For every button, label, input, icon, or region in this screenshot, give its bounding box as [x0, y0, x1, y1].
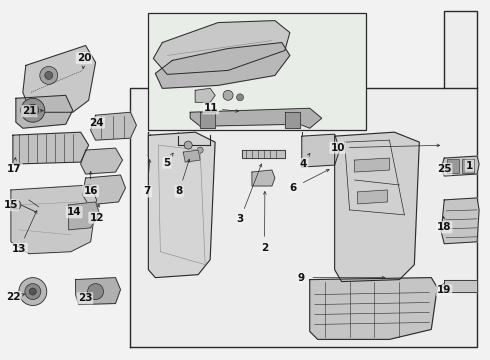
Text: 4: 4 — [300, 159, 307, 169]
Polygon shape — [69, 202, 99, 230]
Polygon shape — [148, 132, 215, 278]
Text: 1: 1 — [466, 161, 473, 171]
Circle shape — [223, 90, 233, 100]
Polygon shape — [252, 170, 275, 186]
Circle shape — [11, 200, 21, 210]
Polygon shape — [81, 148, 122, 174]
Text: 10: 10 — [330, 143, 345, 153]
Circle shape — [21, 98, 45, 122]
Polygon shape — [358, 190, 388, 204]
Circle shape — [27, 104, 39, 116]
Polygon shape — [23, 45, 96, 112]
Text: 8: 8 — [175, 186, 183, 197]
Polygon shape — [130, 11, 477, 347]
Polygon shape — [11, 185, 97, 254]
Text: 14: 14 — [67, 207, 81, 217]
Text: 2: 2 — [261, 243, 268, 253]
Text: 15: 15 — [3, 200, 18, 210]
Circle shape — [29, 288, 36, 295]
Text: 3: 3 — [237, 215, 244, 224]
Polygon shape — [444, 280, 477, 292]
Text: 13: 13 — [12, 244, 27, 254]
Text: 24: 24 — [89, 118, 104, 128]
Text: 6: 6 — [289, 183, 296, 193]
Text: 20: 20 — [76, 53, 91, 63]
Circle shape — [184, 141, 192, 149]
Polygon shape — [195, 88, 215, 102]
Polygon shape — [155, 42, 290, 88]
Text: 16: 16 — [83, 186, 98, 196]
Polygon shape — [335, 132, 419, 282]
Text: 22: 22 — [6, 292, 21, 302]
Polygon shape — [302, 134, 340, 167]
Polygon shape — [285, 112, 300, 128]
Polygon shape — [200, 112, 215, 128]
Polygon shape — [91, 112, 136, 140]
Text: 9: 9 — [297, 273, 305, 283]
Circle shape — [197, 147, 203, 153]
Polygon shape — [441, 156, 479, 176]
Text: 23: 23 — [77, 293, 92, 303]
Text: 18: 18 — [437, 222, 451, 232]
Polygon shape — [75, 278, 121, 305]
Polygon shape — [355, 158, 390, 172]
Polygon shape — [242, 150, 285, 158]
Polygon shape — [13, 132, 89, 164]
Circle shape — [237, 94, 244, 101]
Circle shape — [40, 67, 58, 84]
Text: 7: 7 — [144, 186, 151, 197]
Circle shape — [45, 71, 53, 80]
Circle shape — [88, 284, 103, 300]
Circle shape — [25, 284, 41, 300]
Text: 19: 19 — [437, 285, 451, 296]
Polygon shape — [183, 150, 200, 162]
Bar — [447, 159, 459, 173]
Circle shape — [19, 278, 47, 306]
Polygon shape — [310, 278, 437, 339]
Polygon shape — [153, 21, 290, 75]
Text: 12: 12 — [89, 213, 104, 222]
Polygon shape — [16, 95, 73, 128]
Polygon shape — [190, 108, 322, 128]
Circle shape — [30, 108, 35, 113]
Text: 5: 5 — [163, 158, 171, 168]
Text: 11: 11 — [203, 103, 218, 113]
Bar — [148, 13, 366, 130]
Polygon shape — [441, 198, 479, 244]
Text: 21: 21 — [22, 106, 37, 116]
Polygon shape — [83, 175, 125, 205]
Text: 17: 17 — [7, 164, 22, 174]
Bar — [462, 159, 474, 173]
Text: 25: 25 — [437, 164, 451, 174]
